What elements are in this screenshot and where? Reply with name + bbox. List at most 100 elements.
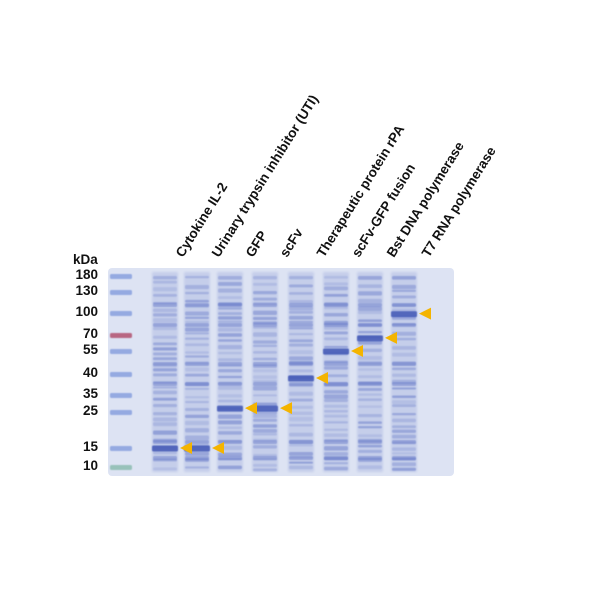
protein-band	[185, 311, 209, 316]
protein-band	[392, 295, 416, 299]
protein-band	[289, 310, 313, 314]
protein-band	[324, 440, 348, 444]
protein-band	[218, 420, 242, 425]
protein-band	[185, 382, 209, 386]
protein-band	[153, 422, 177, 427]
protein-band	[185, 343, 209, 347]
protein-band	[392, 404, 416, 408]
protein-band	[358, 340, 382, 345]
protein-band	[185, 316, 209, 320]
protein-band	[289, 391, 313, 396]
target-band	[152, 445, 178, 452]
protein-band	[358, 284, 382, 289]
protein-band	[185, 408, 209, 411]
protein-band	[289, 382, 313, 386]
ladder-band	[110, 349, 132, 354]
protein-band	[289, 300, 313, 304]
protein-band	[218, 452, 242, 457]
marker-weight-label: 25	[82, 403, 98, 418]
protein-band	[289, 362, 313, 366]
protein-band	[358, 388, 382, 391]
protein-band	[185, 351, 209, 354]
protein-band	[358, 323, 382, 327]
protein-band	[253, 316, 277, 321]
protein-band	[153, 342, 177, 346]
protein-band	[289, 323, 313, 327]
ladder-band	[110, 333, 132, 338]
target-band	[252, 405, 278, 412]
protein-band	[324, 394, 348, 399]
marker-weight-label: 100	[75, 304, 98, 319]
protein-band	[358, 440, 382, 444]
protein-band	[253, 394, 277, 397]
protein-band	[289, 432, 313, 437]
target-band	[323, 348, 349, 355]
marker-weight-label: 55	[82, 342, 98, 357]
protein-band	[185, 440, 209, 444]
protein-band	[218, 307, 242, 310]
target-band	[217, 405, 243, 412]
protein-band	[289, 440, 313, 444]
protein-band	[392, 447, 416, 451]
protein-band	[185, 276, 209, 279]
sample-lane	[288, 272, 314, 472]
protein-band	[358, 393, 382, 396]
protein-band	[218, 399, 242, 403]
protein-band	[392, 323, 416, 327]
sample-lane	[152, 272, 178, 472]
protein-band	[218, 327, 242, 332]
protein-band	[253, 290, 277, 295]
protein-band	[358, 405, 382, 408]
protein-band	[289, 465, 313, 470]
protein-band	[253, 344, 277, 348]
arrow-marker	[180, 442, 192, 454]
protein-band	[324, 446, 348, 451]
protein-band	[218, 303, 242, 307]
protein-band	[153, 456, 177, 460]
protein-band	[218, 312, 242, 315]
ladder-band	[110, 465, 132, 470]
protein-band	[289, 423, 313, 427]
marker-weight-label: 130	[75, 283, 98, 298]
protein-band	[218, 339, 242, 342]
target-band	[391, 311, 417, 318]
protein-band	[392, 456, 416, 460]
protein-band	[218, 426, 242, 430]
marker-weight-label: 180	[75, 267, 98, 282]
protein-band	[218, 288, 242, 293]
protein-band	[324, 312, 348, 317]
protein-band	[324, 466, 348, 471]
protein-band	[392, 308, 416, 312]
protein-band	[358, 449, 382, 453]
protein-band	[358, 375, 382, 379]
protein-band	[253, 323, 277, 327]
protein-band	[153, 467, 177, 471]
band-arrows	[180, 307, 431, 454]
protein-band	[185, 320, 209, 323]
protein-band	[253, 369, 277, 373]
protein-band	[289, 303, 313, 307]
protein-band	[392, 452, 416, 455]
gel-lanes	[110, 272, 417, 472]
protein-band	[185, 367, 209, 372]
protein-band	[218, 351, 242, 355]
protein-band	[253, 276, 277, 280]
protein-band	[253, 303, 277, 307]
protein-band	[218, 276, 242, 280]
protein-band	[253, 433, 277, 436]
protein-band	[253, 386, 277, 391]
protein-band	[153, 390, 177, 395]
protein-band	[153, 352, 177, 356]
protein-band	[324, 323, 348, 327]
protein-band	[218, 382, 242, 386]
protein-band	[218, 431, 242, 435]
protein-band	[185, 401, 209, 404]
protein-band	[153, 308, 177, 313]
protein-band	[324, 366, 348, 370]
protein-band	[185, 337, 209, 340]
protein-band	[253, 362, 277, 366]
protein-band	[153, 382, 177, 386]
protein-band	[253, 414, 277, 419]
protein-band	[218, 465, 242, 470]
protein-band	[358, 421, 382, 424]
